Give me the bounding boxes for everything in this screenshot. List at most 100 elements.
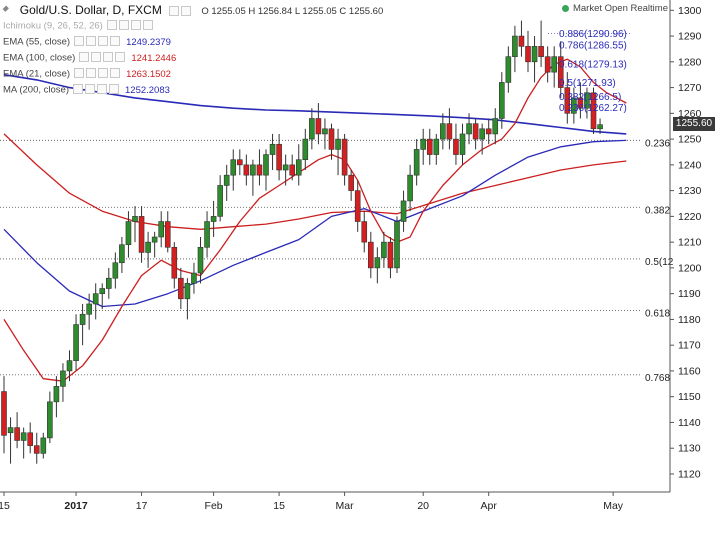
indicator-label: EMA (21, close) (3, 68, 71, 80)
legend-symbol-row: Gold/U.S. Dollar, D, FXCM O 1255.05 H 12… (2, 2, 383, 19)
legend-indicator-row[interactable]: EMA (55, close) 1249.2379 (3, 34, 383, 50)
retracement-label: 0.768 (645, 373, 670, 384)
candle-body (571, 97, 577, 114)
candle (505, 46, 512, 93)
candle-body (577, 97, 584, 109)
candle (322, 118, 328, 150)
candle-body (282, 164, 289, 171)
time-tick-label: Apr (481, 500, 498, 512)
candle-body (354, 190, 361, 222)
candle-body (413, 149, 420, 176)
legend-indicator-row[interactable]: EMA (100, close) 1241.2446 (3, 50, 383, 66)
candle (551, 46, 558, 88)
candle-body (328, 128, 335, 150)
candle (394, 216, 400, 274)
candle (564, 72, 571, 124)
candle (302, 128, 309, 171)
candle (315, 103, 322, 145)
fib-label: 0.618(1279.13) (559, 60, 627, 71)
price-tick-label: 1130 (678, 443, 701, 455)
price-tick-label: 1210 (678, 237, 702, 249)
time-tick-label: Feb (205, 500, 223, 512)
time-tick-label: Mar (336, 500, 355, 512)
candle-body (86, 303, 92, 315)
candle (86, 293, 92, 330)
candle (132, 206, 138, 243)
candle (420, 128, 427, 165)
indicator-label: EMA (100, close) (3, 52, 76, 64)
candle-body (295, 159, 302, 176)
candle (7, 417, 14, 464)
retracement-label: 0.382 (645, 205, 670, 216)
indicator-label: Ichimoku (9, 26, 52, 26) (3, 20, 103, 32)
candle (590, 87, 597, 134)
candle (485, 118, 492, 145)
candles (1, 20, 603, 464)
legend-indicator-row[interactable]: MA (200, close) 1252.2083 (3, 82, 383, 98)
candle-body (164, 221, 171, 248)
candle-body (151, 236, 158, 243)
indicator-settings-icon[interactable] (74, 34, 122, 50)
candle (73, 314, 79, 371)
indicator-value: 1241.2446 (131, 52, 177, 64)
candle (479, 123, 485, 155)
time-tick-label: 2017 (64, 500, 88, 512)
candle-body (171, 246, 178, 279)
candle (40, 432, 47, 459)
candle (14, 412, 20, 449)
candle-body (33, 445, 40, 454)
candle (230, 149, 237, 191)
candle (354, 180, 361, 232)
indicator-settings-icon[interactable] (106, 18, 155, 34)
indicator-line (3, 58, 627, 382)
candle (60, 363, 66, 402)
candle (66, 350, 73, 382)
candle-body (125, 221, 132, 246)
candle-body (367, 241, 374, 269)
indicator-settings-icon[interactable] (79, 50, 127, 66)
candle (92, 283, 99, 320)
candle (426, 128, 433, 165)
legend-indicator-row[interactable]: Ichimoku (9, 26, 52, 26) (3, 18, 383, 34)
price-tick-label: 1190 (678, 288, 701, 300)
candle-body (400, 200, 407, 222)
price-tick-label: 1170 (678, 340, 701, 352)
candle-body (485, 128, 492, 135)
candle-body (590, 92, 597, 130)
retracement-label: 0.618 (645, 308, 670, 319)
candle (453, 123, 459, 165)
candle-body (210, 216, 217, 222)
symbol-arrow-icon[interactable] (2, 3, 14, 19)
candle (472, 118, 479, 150)
candle-body (453, 138, 459, 155)
candle-body (348, 174, 354, 191)
price-tick-label: 1220 (678, 211, 702, 223)
legend-indicator-row[interactable]: EMA (21, close) 1263.1502 (3, 66, 383, 82)
candle-body (73, 324, 79, 361)
candle-body (60, 370, 66, 387)
indicator-settings-icon[interactable] (74, 66, 122, 82)
candle-body (119, 244, 125, 264)
candle-body (47, 401, 53, 439)
symbol-settings-icon[interactable] (168, 3, 193, 19)
candle (263, 149, 269, 191)
price-tick-label: 1280 (678, 56, 702, 68)
candle-body (223, 174, 230, 186)
candle (518, 20, 525, 57)
indicator-label: EMA (55, close) (3, 36, 71, 48)
candle-body (531, 46, 538, 63)
candle (256, 149, 263, 186)
market-status-text: Market Open Realtime (572, 3, 668, 14)
candle (250, 159, 256, 196)
candle-body (341, 138, 348, 176)
candle-body (132, 216, 138, 222)
candle (223, 164, 230, 201)
indicator-settings-icon[interactable] (73, 82, 121, 98)
price-tick-label: 1200 (678, 262, 702, 274)
candle (577, 82, 584, 119)
price-tick-label: 1120 (678, 468, 701, 480)
candle (289, 154, 296, 181)
candle-body (315, 118, 322, 135)
candle (53, 376, 60, 418)
